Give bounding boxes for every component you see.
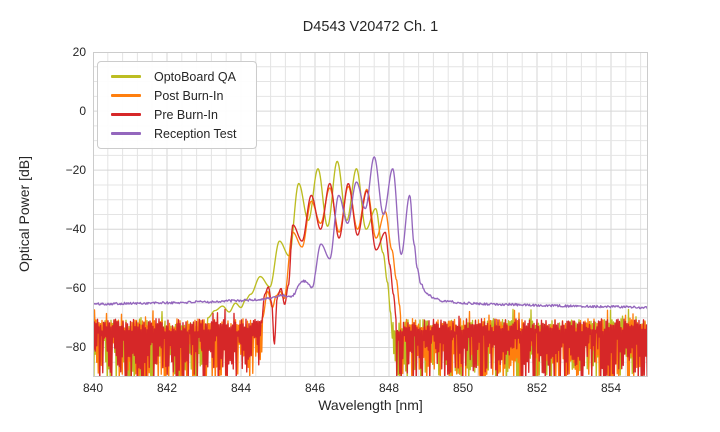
x-tick-label: 842 <box>156 381 178 395</box>
y-tick-label: −60 <box>65 281 86 296</box>
y-tick-label: −40 <box>65 222 86 237</box>
x-tick-label: 846 <box>304 381 326 395</box>
legend-line-swatch <box>111 132 141 135</box>
x-tick-label: 848 <box>378 381 400 395</box>
y-tick-label: 20 <box>72 45 86 59</box>
x-tick-label: 850 <box>452 381 474 395</box>
chart-title: D4543 V20472 Ch. 1 <box>302 19 439 35</box>
y-tick-label: −20 <box>65 163 86 178</box>
y-axis-label: Optical Power [dB] <box>16 156 32 272</box>
legend-label: Reception Test <box>154 126 237 141</box>
x-tick-label: 840 <box>82 381 104 395</box>
x-axis-label: Wavelength [nm] <box>318 397 423 413</box>
legend-item: Post Burn-In <box>106 86 248 105</box>
y-tick-label: 0 <box>79 104 86 119</box>
legend-label: Post Burn-In <box>154 88 224 103</box>
x-tick-label: 844 <box>230 381 252 395</box>
legend-line-swatch <box>111 94 141 97</box>
legend-item: Reception Test <box>106 124 248 143</box>
legend-label: Pre Burn-In <box>154 107 218 122</box>
legend-label: OptoBoard QA <box>154 69 236 84</box>
legend-item: OptoBoard QA <box>106 67 248 86</box>
legend: OptoBoard QA Post Burn-In Pre Burn-In Recep… <box>97 61 257 149</box>
legend-item: Pre Burn-In <box>106 105 248 124</box>
legend-line-swatch <box>111 75 141 78</box>
x-tick-label: 852 <box>526 381 548 395</box>
x-tick-label: 854 <box>600 381 622 395</box>
legend-line-swatch <box>111 113 141 116</box>
y-tick-label: −80 <box>65 340 86 355</box>
